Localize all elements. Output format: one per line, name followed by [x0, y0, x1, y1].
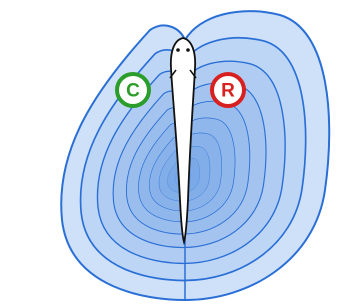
field-diagram: C R [0, 0, 337, 308]
marker-label: C [126, 81, 140, 102]
fish-eye [186, 48, 190, 52]
marker-label: R [221, 81, 235, 102]
marker-c: C [117, 74, 149, 106]
fish-eye [176, 48, 180, 52]
marker-r: R [212, 74, 244, 106]
page: C R (() => { const data = JSON.parse(doc… [0, 0, 337, 308]
